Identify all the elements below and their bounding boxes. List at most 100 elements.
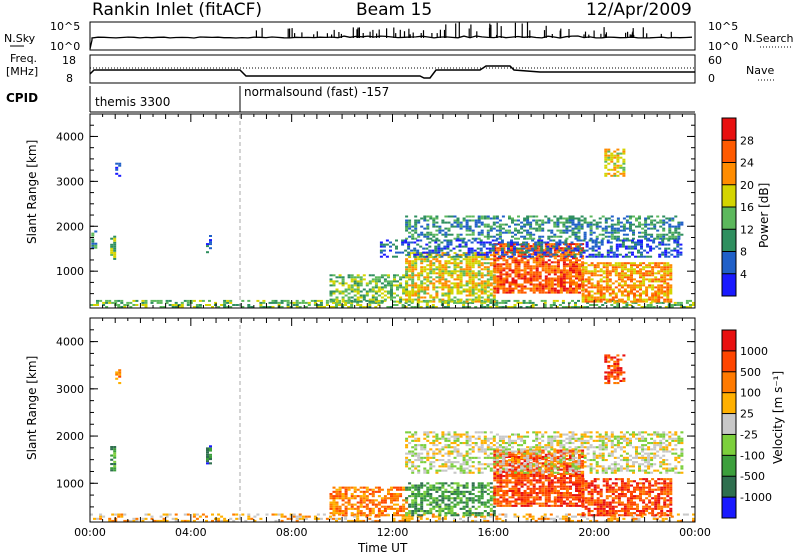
range-time-cell <box>666 262 669 264</box>
range-time-cell <box>521 475 524 477</box>
range-time-cell <box>444 286 447 288</box>
range-time-cell <box>557 282 560 284</box>
range-time-cell <box>432 489 435 491</box>
range-time-cell <box>414 260 417 262</box>
range-time-cell <box>466 272 469 274</box>
range-time-cell <box>589 256 592 258</box>
range-time-cell <box>435 499 438 501</box>
range-time-cell <box>591 301 594 303</box>
range-time-cell <box>209 239 212 241</box>
range-time-cell <box>148 514 151 516</box>
range-time-cell <box>505 290 508 292</box>
range-time-cell <box>551 481 554 483</box>
range-time-cell <box>426 304 429 306</box>
range-time-cell <box>235 304 238 306</box>
range-time-cell <box>606 282 609 284</box>
range-time-cell <box>457 278 460 280</box>
freq-strip: Freq. [MHz] 18 8 60 0 Nave <box>6 52 776 85</box>
range-time-cell <box>603 289 606 291</box>
range-time-cell <box>411 295 414 297</box>
range-time-cell <box>490 495 493 497</box>
range-time-cell <box>644 218 647 220</box>
range-time-cell <box>661 254 664 256</box>
range-time-cell <box>333 499 336 501</box>
range-time-cell <box>420 502 423 504</box>
nsearch-label: N.Search <box>744 32 794 45</box>
range-time-cell <box>489 250 492 252</box>
range-time-cell <box>466 234 469 236</box>
range-time-cell <box>609 295 612 297</box>
range-time-cell <box>438 487 441 489</box>
range-time-cell <box>654 264 657 266</box>
range-time-cell <box>651 278 654 280</box>
range-time-cell <box>615 262 618 264</box>
range-time-cell <box>454 220 457 222</box>
range-time-cell <box>581 220 584 222</box>
range-time-cell <box>287 302 290 304</box>
range-time-cell <box>115 173 118 175</box>
range-time-cell <box>616 149 619 151</box>
range-time-cell <box>172 304 175 306</box>
range-time-cell <box>557 450 560 452</box>
range-time-cell <box>569 236 572 238</box>
range-time-cell <box>557 505 560 507</box>
range-time-cell <box>457 482 460 484</box>
range-time-cell <box>381 499 384 501</box>
range-time-cell <box>404 240 407 242</box>
range-time-cell <box>562 516 565 518</box>
range-time-cell <box>512 292 515 294</box>
range-time-cell <box>624 280 627 282</box>
range-time-cell <box>206 447 209 449</box>
range-time-cell <box>657 293 660 295</box>
range-time-cell <box>556 222 559 224</box>
range-time-cell <box>487 266 490 268</box>
range-time-cell <box>411 504 414 506</box>
range-time-cell <box>572 269 575 271</box>
range-time-cell <box>653 226 656 228</box>
range-time-cell <box>635 220 638 222</box>
range-time-cell <box>563 486 566 488</box>
range-time-cell <box>448 510 451 512</box>
range-time-cell <box>372 299 375 301</box>
range-time-cell <box>521 505 524 507</box>
range-time-cell <box>384 502 387 504</box>
range-time-cell <box>607 173 610 175</box>
range-time-cell <box>437 250 440 252</box>
range-time-cell <box>524 292 527 294</box>
range-time-cell <box>466 506 469 508</box>
range-time-cell <box>487 236 490 238</box>
range-time-cell <box>293 514 296 516</box>
range-time-cell <box>308 304 311 306</box>
range-time-cell <box>578 222 581 224</box>
range-time-cell <box>544 222 547 224</box>
range-time-cell <box>351 506 354 508</box>
range-time-cell <box>368 518 371 520</box>
range-time-cell <box>663 280 666 282</box>
range-time-cell <box>108 302 111 304</box>
range-time-cell <box>411 493 414 495</box>
range-time-cell <box>490 289 493 291</box>
range-time-cell <box>599 226 602 228</box>
range-time-cell <box>499 278 502 280</box>
range-time-cell <box>554 292 557 294</box>
range-time-cell <box>460 278 463 280</box>
range-time-cell <box>456 240 459 242</box>
range-time-cell <box>605 218 608 220</box>
range-time-cell <box>393 493 396 495</box>
range-time-cell <box>515 498 518 500</box>
range-time-cell <box>615 264 618 266</box>
range-time-cell <box>405 512 408 514</box>
range-time-cell <box>566 494 569 496</box>
range-time-cell <box>454 489 457 491</box>
range-time-cell <box>624 264 627 266</box>
range-time-cell <box>336 301 339 303</box>
range-time-cell <box>351 497 354 499</box>
range-time-cell <box>636 299 639 301</box>
range-time-cell <box>596 236 599 238</box>
range-time-cell <box>566 458 569 460</box>
range-time-cell <box>423 512 426 514</box>
range-time-cell <box>423 234 426 236</box>
range-time-cell <box>582 268 585 270</box>
range-time-cell <box>642 278 645 280</box>
range-time-cell <box>481 232 484 234</box>
